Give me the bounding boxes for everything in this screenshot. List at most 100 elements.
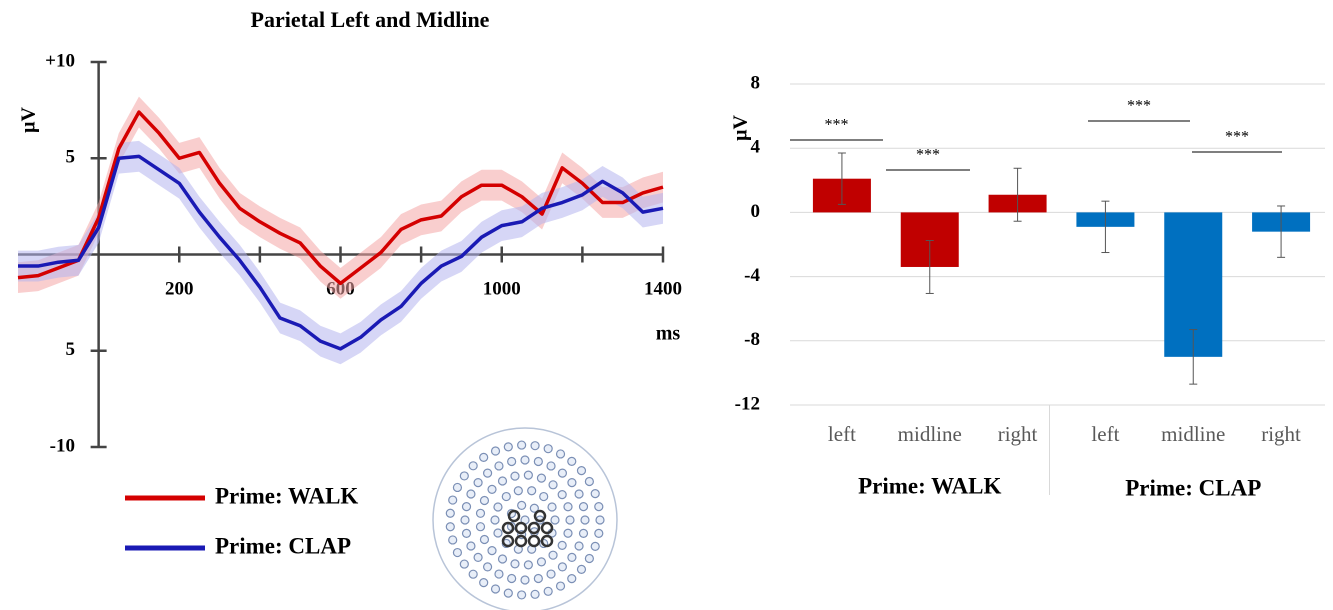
series-line [17,110,664,286]
x-tick-label: right [1261,422,1301,446]
electrode [507,456,517,467]
electrode [557,468,568,478]
electrode [530,589,540,599]
electrode [479,577,489,588]
electrode [487,546,497,556]
electrode [548,480,558,490]
y-tick-label: 5 [66,339,76,360]
electrode [529,503,539,513]
y-tick-label: -8 [744,329,760,350]
electrode [536,557,547,567]
electrode-selected [540,534,554,548]
group-label: Prime: WALK [858,473,1001,498]
group-label: Prime: CLAP [1125,475,1261,500]
electrode [594,528,604,538]
electrode [523,470,533,480]
electrode [517,500,527,510]
electrode-selected [514,534,528,548]
electrode-map [432,427,618,610]
error-band [18,96,663,299]
electrode [578,502,589,512]
electrode [595,515,605,525]
electrode [563,528,573,538]
electrode [466,489,476,499]
y-tick-label: 5 [66,147,76,168]
electrode [448,535,458,545]
electrode [460,515,470,525]
electrode [590,489,600,499]
head-outline [432,427,618,610]
electrode-selected [501,534,515,548]
electrode [490,446,501,456]
legend-label: Prime: CLAP [215,533,351,558]
electrode [473,552,483,563]
y-tick-label: -10 [50,435,75,456]
electrode [459,471,469,481]
electrode [574,489,584,499]
electrode-selected [527,521,541,535]
electrode [494,461,504,471]
electrode [578,528,589,538]
electrode [468,461,478,471]
electrode [497,554,508,564]
electrode [482,468,493,478]
electrode [445,522,455,532]
electrode [452,547,463,558]
electrode [490,584,501,594]
electrode [523,560,533,570]
electrode-selected [507,509,521,523]
significance-label: *** [916,147,940,164]
electrode [510,471,520,481]
electrode [547,502,557,512]
electrode [530,441,540,451]
x-tick-label: 200 [165,278,194,299]
electrode [543,586,553,596]
electrode [550,515,560,525]
electrode [543,444,553,454]
y-tick-label: 0 [751,201,761,222]
y-tick-label: -12 [735,393,760,414]
y-tick-label: +10 [45,50,75,71]
electrode [563,502,573,512]
electrode [445,508,455,518]
electrode [513,486,523,496]
electrode [468,569,478,579]
electrode [594,502,604,512]
electrode [565,515,575,525]
electrode [461,528,472,538]
electrode [533,456,543,467]
electrode [576,466,587,476]
electrode [567,477,577,488]
error-band [18,140,663,365]
electrode [536,473,547,483]
electrode [555,449,566,459]
series-line [18,154,664,351]
electrode [520,455,530,465]
electrode [503,588,513,598]
y-tick-label: 8 [751,72,761,93]
electrode [466,541,476,551]
x-tick-label: left [1091,422,1119,446]
electrode [482,562,493,572]
electrode [517,590,527,600]
electrode [490,515,500,525]
electrode [584,476,594,487]
x-tick-label: right [998,422,1038,446]
electrode [527,486,537,496]
electrode [448,495,458,505]
electrode [567,574,577,584]
electrode [567,552,577,563]
x-tick-label: midline [898,422,962,446]
y-tick-label: -4 [744,265,760,286]
electrode-selected [533,509,547,523]
x-tick-label: left [828,422,856,446]
significance-label: *** [1225,129,1249,146]
electrode [497,476,508,486]
electrode [539,491,549,502]
electrode [479,534,490,545]
electrode [520,575,530,585]
electrode [475,522,486,532]
x-tick-label: midline [1161,422,1225,446]
electrode [479,452,489,463]
